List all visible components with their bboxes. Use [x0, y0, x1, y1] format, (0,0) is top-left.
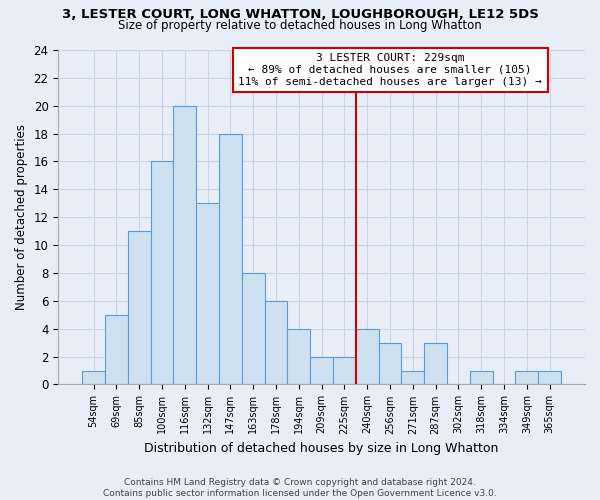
Bar: [333, 356, 356, 384]
Bar: [265, 301, 287, 384]
Bar: [538, 370, 561, 384]
Bar: [219, 134, 242, 384]
Bar: [470, 370, 493, 384]
Text: Contains HM Land Registry data © Crown copyright and database right 2024.
Contai: Contains HM Land Registry data © Crown c…: [103, 478, 497, 498]
Bar: [515, 370, 538, 384]
Y-axis label: Number of detached properties: Number of detached properties: [15, 124, 28, 310]
Bar: [196, 204, 219, 384]
Bar: [151, 162, 173, 384]
Bar: [310, 356, 333, 384]
Bar: [379, 342, 401, 384]
Bar: [173, 106, 196, 384]
Text: Size of property relative to detached houses in Long Whatton: Size of property relative to detached ho…: [118, 19, 482, 32]
X-axis label: Distribution of detached houses by size in Long Whatton: Distribution of detached houses by size …: [145, 442, 499, 455]
Text: 3 LESTER COURT: 229sqm
← 89% of detached houses are smaller (105)
11% of semi-de: 3 LESTER COURT: 229sqm ← 89% of detached…: [238, 54, 542, 86]
Bar: [242, 273, 265, 384]
Bar: [401, 370, 424, 384]
Bar: [424, 342, 447, 384]
Text: 3, LESTER COURT, LONG WHATTON, LOUGHBOROUGH, LE12 5DS: 3, LESTER COURT, LONG WHATTON, LOUGHBORO…: [62, 8, 538, 20]
Bar: [82, 370, 105, 384]
Bar: [105, 315, 128, 384]
Bar: [287, 328, 310, 384]
Bar: [356, 328, 379, 384]
Bar: [128, 231, 151, 384]
